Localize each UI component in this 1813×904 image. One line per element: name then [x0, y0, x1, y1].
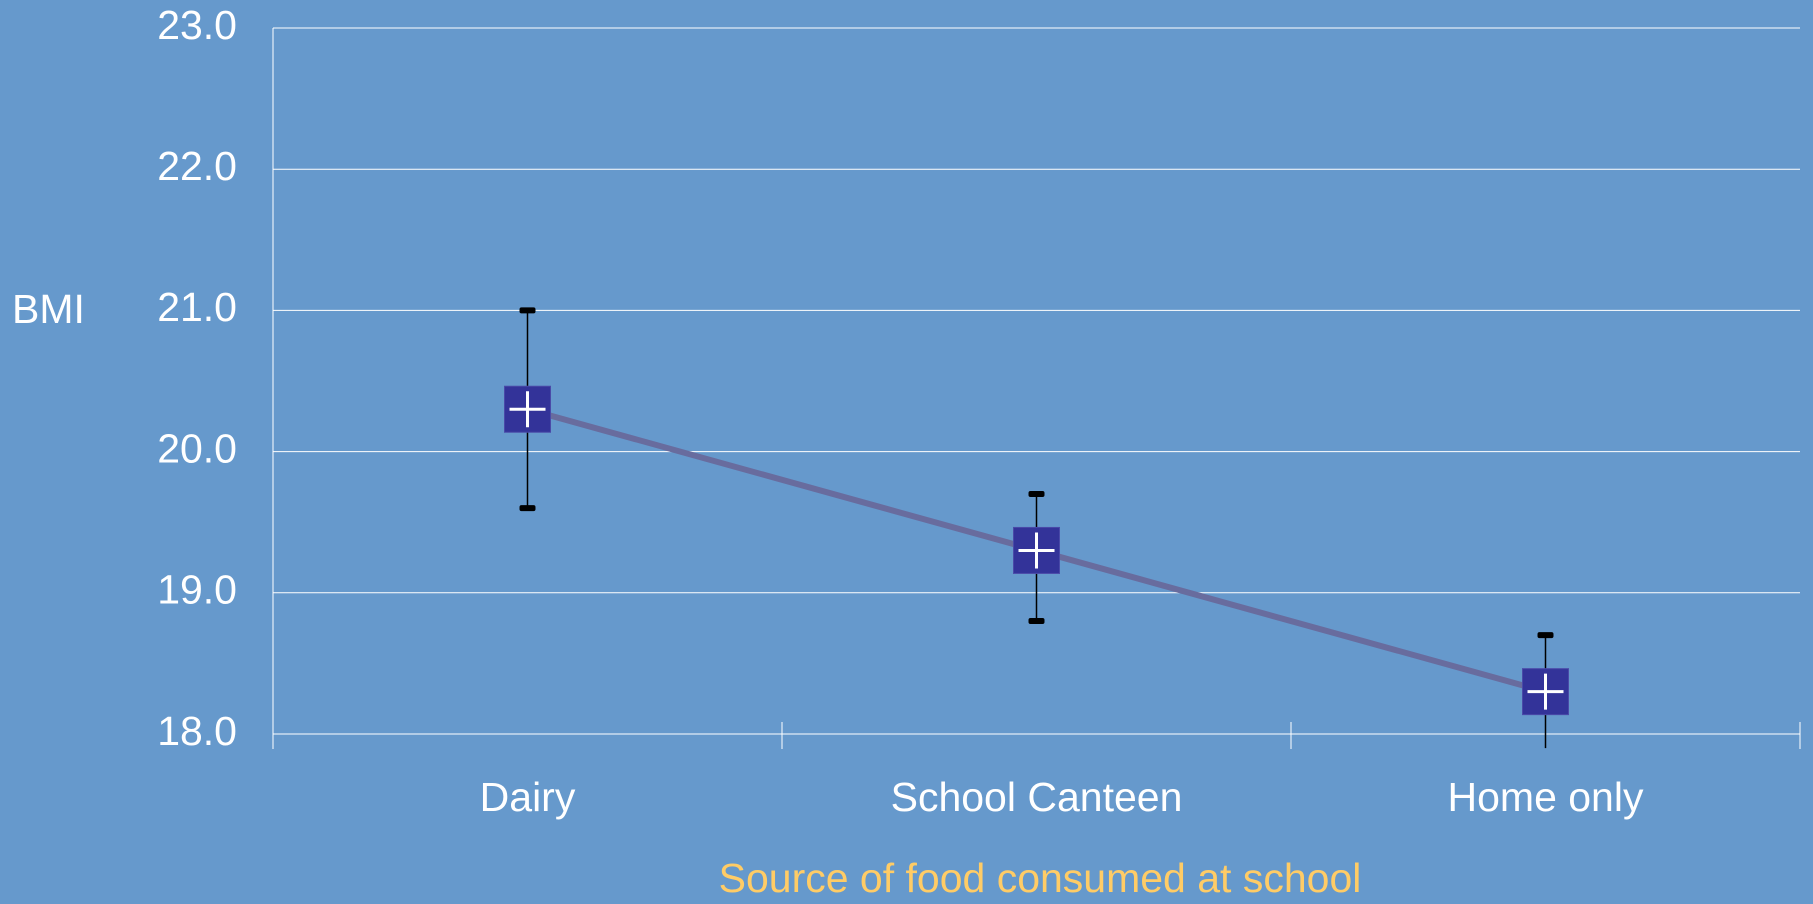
marker-cross: [1527, 673, 1564, 710]
marker-cross: [509, 391, 546, 428]
y-tick-label: 19.0: [157, 567, 237, 613]
x-axis-label: Source of food consumed at school: [719, 855, 1362, 901]
y-axis-label: BMI: [12, 286, 85, 332]
error-cap: [519, 307, 536, 314]
marker-cross: [1018, 532, 1055, 569]
error-cap: [1028, 618, 1045, 625]
x-tick-label: Home only: [1448, 774, 1644, 820]
error-cap: [519, 505, 536, 512]
y-tick-label: 18.0: [157, 708, 237, 754]
x-tick-label: Dairy: [480, 774, 576, 820]
error-cap: [1028, 490, 1045, 497]
y-tick-label: 21.0: [157, 284, 237, 330]
y-tick-label: 23.0: [157, 2, 237, 48]
x-tick-label: School Canteen: [891, 774, 1183, 820]
error-cap: [1537, 632, 1554, 639]
y-tick-label: 20.0: [157, 425, 237, 471]
y-tick-label: 22.0: [157, 143, 237, 189]
